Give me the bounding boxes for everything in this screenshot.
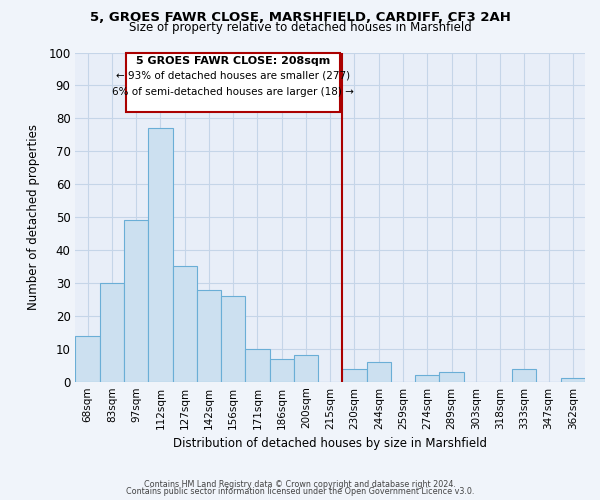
Bar [245, 349, 269, 382]
Text: 6% of semi-detached houses are larger (18) →: 6% of semi-detached houses are larger (1… [112, 87, 354, 97]
Bar [76, 336, 100, 382]
Bar [294, 356, 318, 382]
Text: Size of property relative to detached houses in Marshfield: Size of property relative to detached ho… [128, 21, 472, 34]
Bar [367, 362, 391, 382]
Bar [148, 128, 173, 382]
Text: Contains public sector information licensed under the Open Government Licence v3: Contains public sector information licen… [126, 487, 474, 496]
Bar [343, 368, 367, 382]
Bar [124, 220, 148, 382]
Bar [269, 358, 294, 382]
Bar [197, 290, 221, 382]
Bar [100, 283, 124, 382]
Text: ← 93% of detached houses are smaller (277): ← 93% of detached houses are smaller (27… [116, 70, 350, 81]
Y-axis label: Number of detached properties: Number of detached properties [27, 124, 40, 310]
Bar [221, 296, 245, 382]
Text: 5 GROES FAWR CLOSE: 208sqm: 5 GROES FAWR CLOSE: 208sqm [136, 56, 330, 66]
Bar [415, 375, 439, 382]
Bar [512, 368, 536, 382]
Bar [561, 378, 585, 382]
Bar [173, 266, 197, 382]
Text: 5, GROES FAWR CLOSE, MARSHFIELD, CARDIFF, CF3 2AH: 5, GROES FAWR CLOSE, MARSHFIELD, CARDIFF… [89, 11, 511, 24]
FancyBboxPatch shape [127, 52, 340, 112]
Bar [439, 372, 464, 382]
X-axis label: Distribution of detached houses by size in Marshfield: Distribution of detached houses by size … [173, 437, 487, 450]
Text: Contains HM Land Registry data © Crown copyright and database right 2024.: Contains HM Land Registry data © Crown c… [144, 480, 456, 489]
